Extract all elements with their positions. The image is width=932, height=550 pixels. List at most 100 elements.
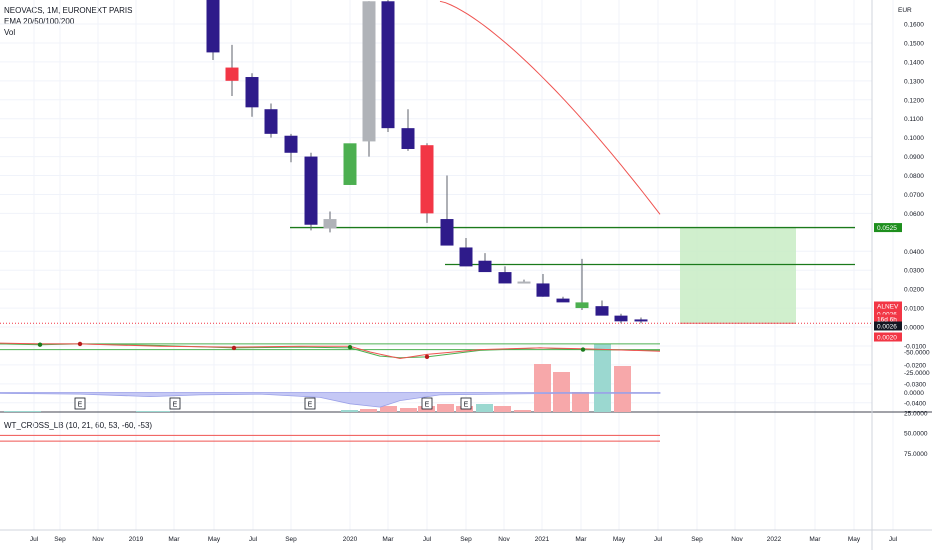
price-tag-bg	[874, 321, 902, 331]
price-axis-label: -0.0400	[904, 400, 926, 407]
candle-body	[284, 135, 298, 153]
volume-bar	[360, 409, 377, 412]
time-axis[interactable]: Jul Sep Nov 2019 Mar May Jul Sep 2020 Mar Jul Sep No…	[30, 536, 898, 543]
horizontal-levels[interactable]	[0, 226, 872, 324]
earnings-label: E	[308, 402, 313, 409]
chart-legend: NEOVACS, 1M, EURONEXT PARIS EMA 20/50/10…	[4, 5, 132, 38]
earnings-label: E	[464, 402, 469, 409]
candle-body	[304, 156, 318, 225]
price-axis-label: 0.0400	[904, 249, 924, 256]
candle-body	[459, 247, 473, 267]
ema-line	[439, 0, 661, 215]
time-axis-label: Mar	[575, 536, 587, 543]
price-tag-label: 0.0020	[877, 334, 897, 341]
symbol-title[interactable]: NEOVACS, 1M, EURONEXT PARIS	[4, 6, 133, 15]
candle-body	[634, 319, 648, 322]
time-axis-label: Nov	[92, 536, 104, 543]
candlesticks	[206, 0, 648, 324]
oscillator-legend[interactable]: WT_CROSS_LB (10, 21, 60, 53, -60, -53)	[4, 421, 153, 430]
price-tag-bg	[874, 314, 902, 324]
candle-body	[420, 145, 434, 214]
time-axis-label: 2021	[535, 536, 550, 543]
price-tag-label: 0.0026	[877, 323, 897, 330]
oscillator-axis-label: 75.0000	[904, 451, 928, 458]
earnings-box	[169, 397, 181, 410]
time-axis-label: Sep	[285, 536, 297, 543]
volume-bar	[494, 406, 511, 412]
cross-dot	[347, 344, 353, 350]
long-position-zone[interactable]	[680, 227, 796, 324]
cross-dot	[580, 347, 586, 352]
time-axis-label: Sep	[54, 536, 66, 543]
price-tag-label: ALNEV	[877, 303, 899, 310]
time-axis-label: Sep	[460, 536, 472, 543]
volume-bar	[437, 404, 454, 412]
ema-indicator-label[interactable]: EMA 20/50/100/200	[4, 17, 75, 26]
price-tag-bg	[874, 309, 902, 319]
volume-bar	[514, 410, 531, 412]
time-axis-label: May	[208, 536, 221, 543]
cross-dot	[37, 342, 43, 347]
candle-body	[401, 128, 415, 149]
oscillator-axis-label: 50.0000	[904, 431, 928, 438]
price-tag-label: 0.0525	[877, 225, 897, 232]
price-axis-label: 0.1000	[904, 135, 924, 142]
profit-zone	[680, 227, 796, 324]
earnings-box	[460, 397, 472, 410]
price-axis-label: 0.0200	[904, 287, 924, 294]
oscillator-axis-label: -25.0000	[904, 370, 930, 377]
time-axis-label: 2019	[129, 536, 144, 543]
price-axis-label: 0.0300	[904, 268, 924, 275]
price-axis-label: -0.0300	[904, 381, 926, 388]
price-axis-label: 0.0000	[904, 325, 924, 332]
volume-bar	[553, 372, 570, 412]
price-tag-bg	[874, 301, 902, 311]
price-tag-label: 16d 6h	[877, 316, 897, 323]
oscillator-axis-label: -50.0000	[904, 350, 930, 357]
price-axis-label: 0.1300	[904, 78, 924, 85]
time-axis-label: 2022	[767, 536, 782, 543]
volume-bar	[400, 408, 417, 412]
volume-bar	[476, 404, 493, 412]
price-axis-label: 0.1500	[904, 40, 924, 47]
candle-body	[225, 67, 239, 81]
time-axis-label: Mar	[382, 536, 394, 543]
volume-bar	[341, 410, 358, 412]
oscillator-axis-label: 0.0000	[904, 390, 924, 397]
volume-bar	[4, 411, 21, 412]
earnings-label: E	[78, 402, 83, 409]
ema-curve	[439, 0, 661, 215]
oscillator-pane	[0, 341, 661, 442]
price-axis-label: 0.0800	[904, 173, 924, 180]
volume-bar	[380, 406, 397, 412]
price-axis[interactable]: EUR 0.1600 0.1500 0.1400 0.1300 0.1200 0.1100 0…	[874, 7, 930, 458]
candle-body	[614, 315, 628, 322]
time-axis-label: Nov	[731, 536, 743, 543]
candle-body	[440, 219, 454, 246]
earnings-label: E	[173, 402, 178, 409]
price-axis-label: -0.0200	[904, 362, 926, 369]
price-axis-label: 0.0900	[904, 154, 924, 161]
price-axis-label: -0.0100	[904, 343, 926, 350]
price-axis-label: 0.0100	[904, 306, 924, 313]
time-axis-label: May	[613, 536, 626, 543]
time-axis-label: Mar	[168, 536, 180, 543]
candle-body	[575, 302, 589, 309]
time-axis-label: Jul	[654, 536, 663, 543]
price-tag-bg	[874, 332, 902, 342]
time-axis-label: Sep	[691, 536, 703, 543]
price-tag-bg	[874, 223, 902, 233]
candle-body	[323, 219, 337, 229]
wave-area	[0, 392, 661, 408]
candle-body	[206, 0, 220, 53]
time-axis-label: Nov	[498, 536, 510, 543]
earnings-label: E	[425, 402, 430, 409]
time-axis-label: Jul	[889, 536, 898, 543]
time-axis-label: Jul	[423, 536, 432, 543]
price-axis-label: 0.0700	[904, 192, 924, 199]
volume-indicator-label[interactable]: Vol	[4, 28, 16, 37]
candle-body	[264, 109, 278, 134]
cross-dot	[77, 341, 83, 347]
